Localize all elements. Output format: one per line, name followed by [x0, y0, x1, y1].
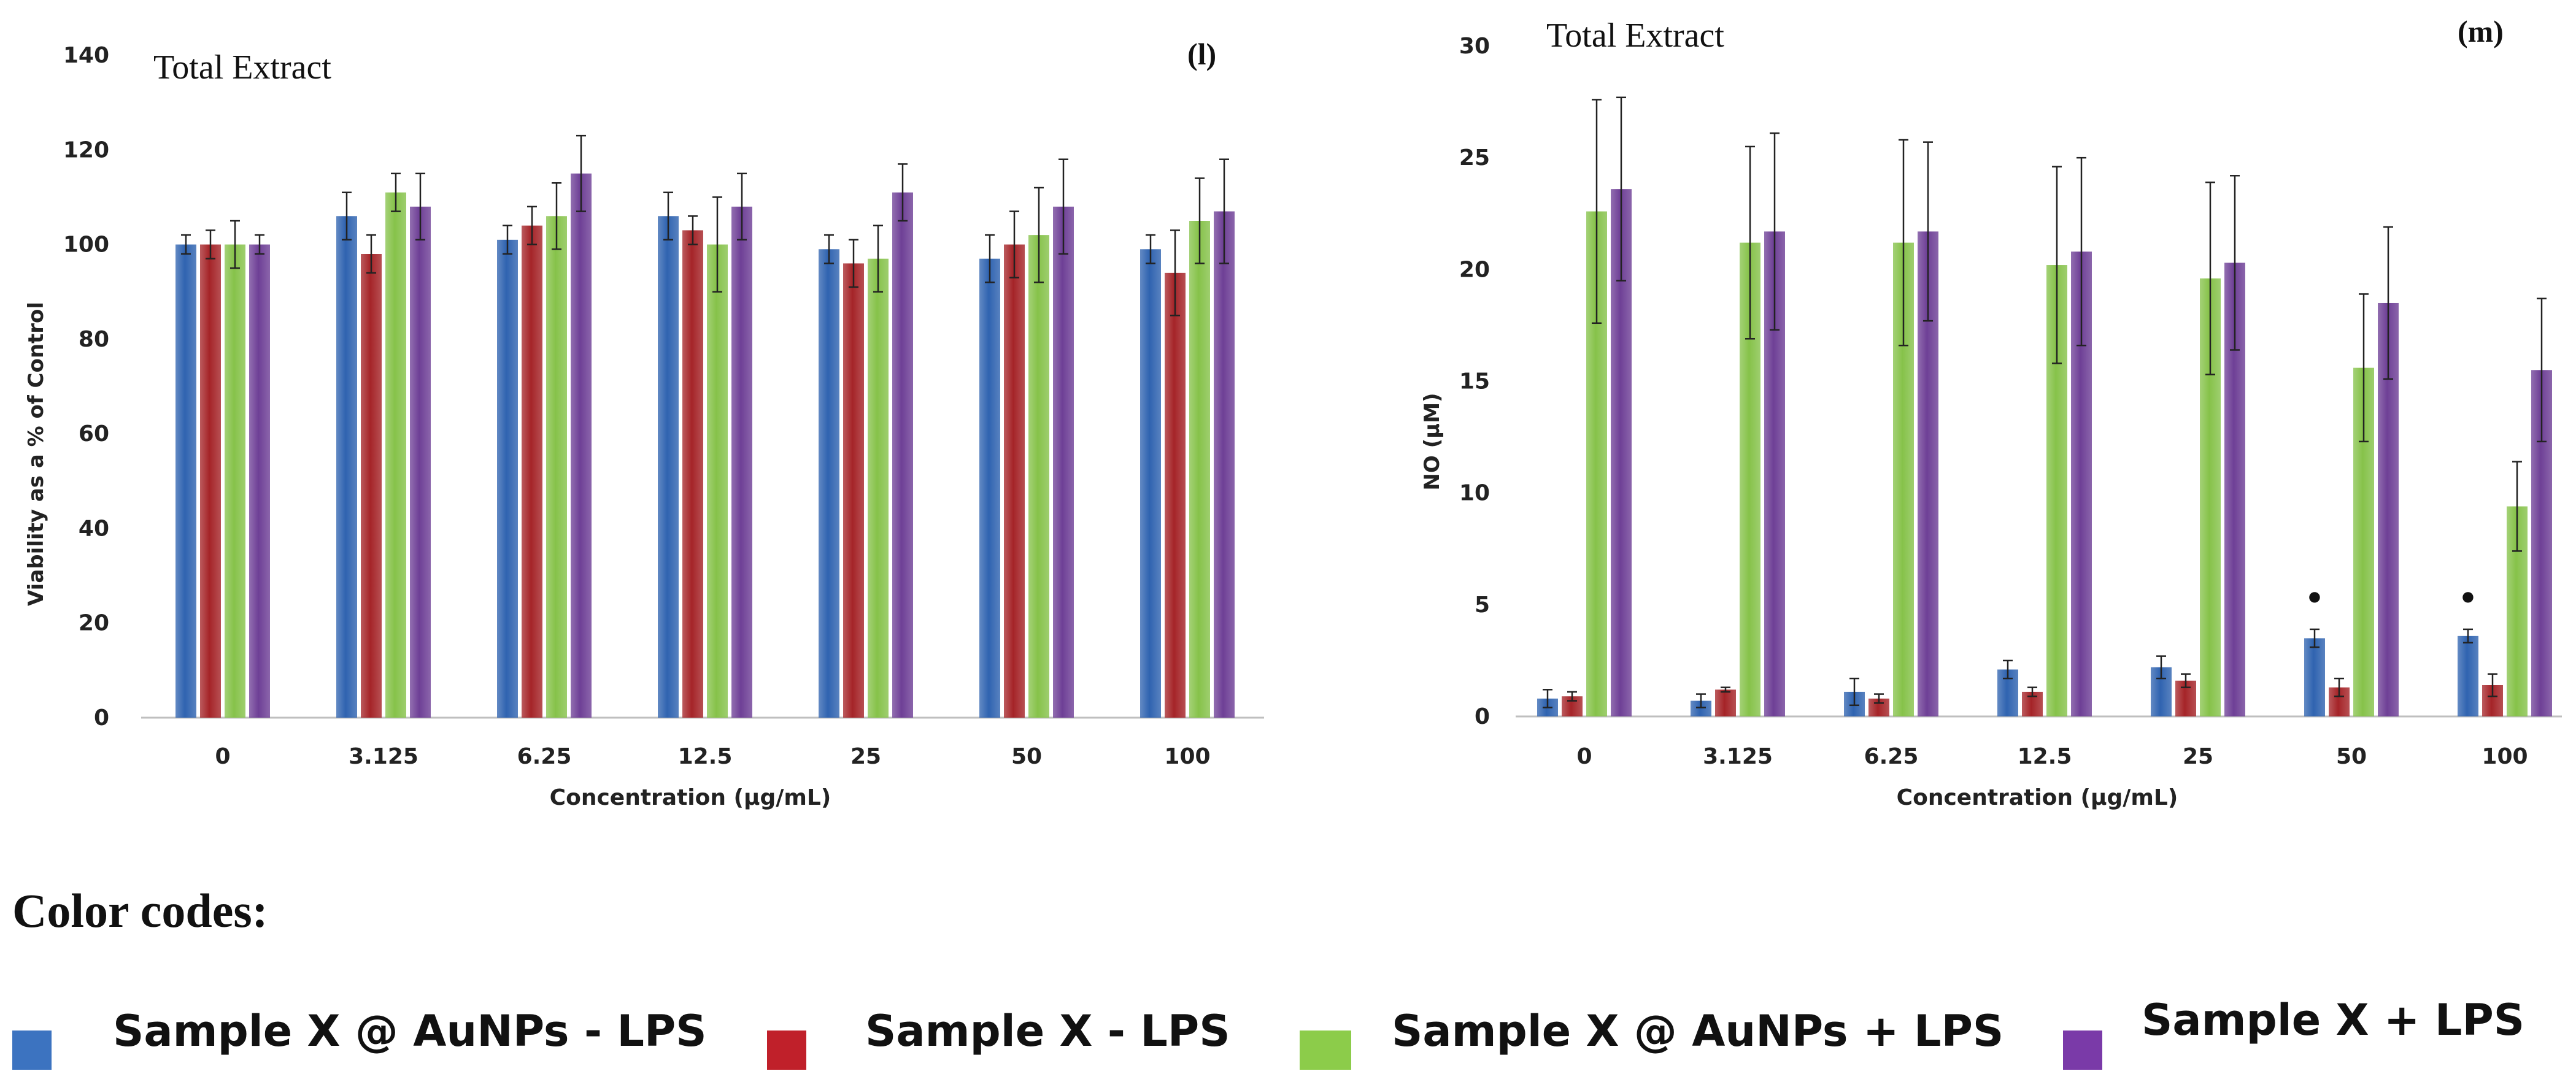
x-tick-label: 100	[1164, 744, 1210, 769]
y-tick-label: 10	[1459, 481, 1490, 506]
x-tick-label: 25	[2183, 744, 2213, 769]
bars	[1537, 189, 2552, 717]
significance-markers: • •	[2304, 577, 2478, 620]
chart-title: Total Extract	[153, 48, 331, 86]
significance-dot: •	[2457, 577, 2478, 620]
y-axis-label: NO (µM)	[1420, 393, 1444, 490]
legend-label: Sample X @ AuNPs - LPS	[113, 1006, 707, 1056]
x-tick-label: 6.25	[1864, 744, 1919, 769]
x-tick-label: 3.125	[349, 744, 418, 769]
bar	[2458, 635, 2478, 716]
bar	[1189, 221, 1210, 718]
legend-title: Color codes:	[12, 884, 268, 937]
bar	[1140, 249, 1161, 718]
significance-dot: •	[2304, 577, 2325, 620]
y-tick-labels: 0 5 10 15 20 25 30	[1459, 34, 1490, 729]
x-tick-labels: 0 3.125 6.25 12.5 25 50 100	[215, 744, 1210, 769]
y-tick-label: 25	[1459, 145, 1490, 171]
y-tick-label: 40	[79, 516, 109, 541]
x-tick-label: 12.5	[2018, 744, 2072, 769]
y-tick-labels: 0 20 40 60 80 100 120 140	[63, 43, 109, 731]
bar	[410, 206, 431, 718]
bar	[361, 254, 382, 718]
bar	[707, 244, 728, 718]
y-tick-label: 100	[63, 232, 109, 258]
bar	[1004, 244, 1025, 718]
bar	[497, 239, 518, 718]
x-tick-labels: 0 3.125 6.25 12.5 25 50 100	[1576, 744, 2528, 769]
bar	[843, 263, 864, 718]
x-axis-label: Concentration (µg/mL)	[1897, 785, 2178, 810]
y-tick-label: 20	[1459, 257, 1490, 282]
bar	[1028, 235, 1049, 718]
x-tick-label: 0	[215, 744, 230, 769]
x-axis-label: Concentration (µg/mL)	[550, 785, 831, 810]
bar	[2304, 638, 2325, 716]
chart-nitric-oxide: Total Extract (m) NO (µM) Concentration …	[1420, 14, 2562, 810]
legend-swatch-red	[767, 1031, 806, 1070]
chart-title: Total Extract	[1546, 17, 1724, 55]
bar	[225, 244, 245, 718]
legend-label: Sample X @ AuNPs + LPS	[1392, 1006, 2004, 1056]
bar	[200, 244, 221, 718]
y-tick-label: 120	[63, 137, 109, 163]
bar	[571, 173, 592, 718]
y-tick-label: 15	[1459, 369, 1490, 394]
y-tick-label: 140	[63, 43, 109, 68]
x-tick-label: 3.125	[1703, 744, 1773, 769]
bar	[1165, 272, 1186, 718]
bar	[522, 225, 542, 718]
chart-viability: Total Extract (l) Viability as a % of Co…	[24, 37, 1264, 810]
y-tick-label: 30	[1459, 34, 1490, 59]
bar	[1715, 689, 1736, 716]
bar	[819, 249, 839, 718]
bar	[336, 216, 357, 718]
panel-label: (l)	[1187, 37, 1216, 71]
bar	[731, 206, 752, 718]
legend-label: Sample X - LPS	[865, 1006, 1230, 1056]
legend-swatch-blue	[12, 1031, 52, 1070]
bar	[385, 192, 406, 718]
x-tick-label: 6.25	[517, 744, 572, 769]
bars	[175, 173, 1235, 718]
legend-swatch-green	[1300, 1031, 1351, 1070]
y-tick-label: 5	[1475, 593, 1490, 618]
bar	[1214, 211, 1235, 718]
legend-swatch-purple	[2063, 1031, 2102, 1070]
x-tick-label: 100	[2482, 744, 2528, 769]
x-tick-label: 25	[850, 744, 881, 769]
y-tick-label: 20	[79, 611, 109, 636]
y-tick-label: 60	[79, 421, 109, 447]
x-tick-label: 50	[1011, 744, 1042, 769]
x-tick-label: 0	[1576, 744, 1592, 769]
x-tick-label: 12.5	[678, 744, 733, 769]
bar	[979, 258, 1000, 718]
bar	[1053, 206, 1074, 718]
legend: Sample X @ AuNPs - LPS Sample X - LPS Sa…	[0, 995, 2576, 1080]
error-bars	[1543, 96, 2547, 708]
bar	[868, 258, 889, 718]
y-tick-label: 0	[1475, 704, 1490, 729]
y-tick-label: 0	[94, 705, 109, 731]
bar	[658, 216, 679, 718]
bar	[249, 244, 270, 718]
y-tick-label: 80	[79, 327, 109, 352]
bar	[892, 192, 913, 718]
bar	[546, 216, 567, 718]
figure: Total Extract (l) Viability as a % of Co…	[24, 14, 2562, 810]
y-axis-label: Viability as a % of Control	[24, 302, 48, 606]
legend-label: Sample X + LPS	[2142, 995, 2525, 1045]
error-bars	[181, 134, 1229, 317]
x-tick-label: 50	[2336, 744, 2367, 769]
panel-label: (m)	[2458, 14, 2504, 48]
bar	[682, 230, 703, 718]
bar	[175, 244, 196, 718]
